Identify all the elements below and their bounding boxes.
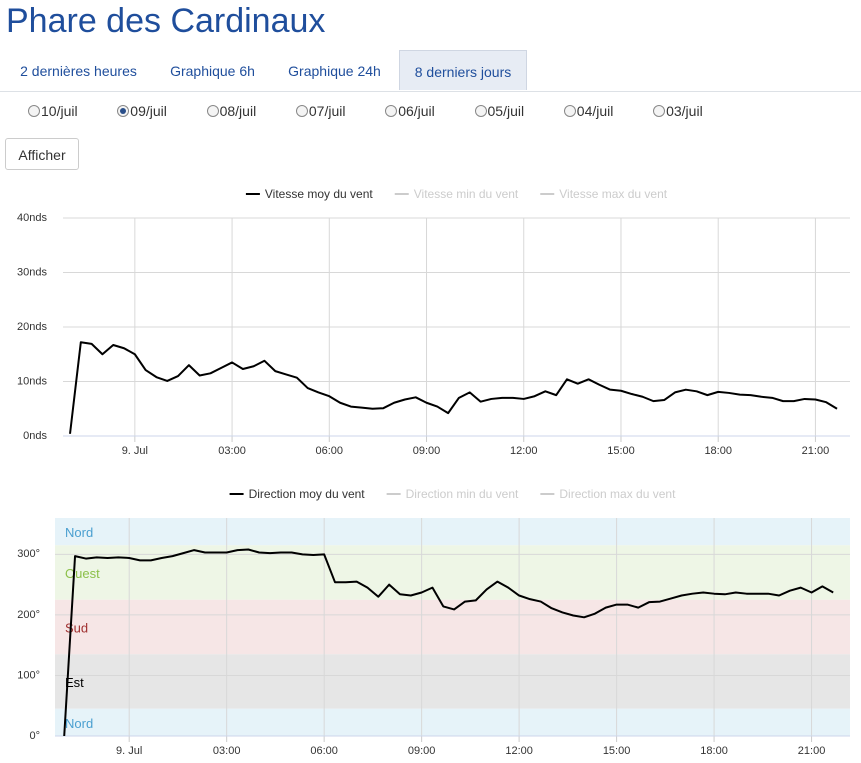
y-tick-label: 200°: [17, 609, 40, 621]
tab[interactable]: Graphique 6h: [170, 63, 255, 79]
date-option[interactable]: 06/juil: [385, 102, 435, 120]
legend-label: Direction min du vent: [406, 487, 519, 501]
tab[interactable]: 8 derniers jours: [399, 50, 527, 90]
wind-direction-chart: Nord Ouest Sud Est Nord 0° 100° 200° 300° 9. Jul 0…: [17, 487, 850, 757]
date-option[interactable]: 05/juil: [474, 102, 525, 120]
x-tick-label: 15:00: [603, 745, 631, 757]
date-label: 05/juil: [487, 103, 525, 119]
x-tick-label: 18:00: [704, 445, 732, 457]
y-tick-label: 40nds: [17, 212, 47, 224]
legend: Direction moy du vent Direction min du ve…: [229, 487, 676, 501]
x-tick-label: 9. Jul: [116, 745, 142, 757]
band-label: Nord: [65, 525, 93, 540]
x-tick-label: 03:00: [218, 445, 246, 457]
band-label: Ouest: [65, 566, 100, 581]
show-button[interactable]: Afficher: [5, 138, 79, 170]
date-label: 10/juil: [41, 103, 78, 119]
x-tick-label: 06:00: [316, 445, 344, 457]
band-label: Sud: [65, 620, 88, 635]
tab-bar: 2 dernières heures Graphique 6h Graphique …: [0, 50, 861, 92]
y-tick-label: 30nds: [17, 266, 47, 278]
date-label: 07/juil: [308, 103, 346, 119]
x-tick-label: 03:00: [213, 745, 241, 757]
date-label: 04/juil: [576, 103, 614, 119]
page-title: Phare des Cardinaux: [6, 2, 326, 40]
x-tick-label: 12:00: [505, 745, 533, 757]
x-tick-label: 21:00: [802, 445, 830, 457]
radio[interactable]: [295, 105, 308, 117]
y-tick-label: 0nds: [23, 430, 47, 442]
date-option[interactable]: 04/juil: [563, 102, 614, 120]
legend-label: Direction max du vent: [559, 487, 676, 501]
wind-speed-chart: 0nds 10nds 20nds 30nds 40nds 9. Jul 03:00 06:00…: [17, 187, 850, 457]
date-label: 03/juil: [666, 103, 703, 119]
x-tick-label: 21:00: [798, 745, 826, 757]
legend-label: Vitesse moy du vent: [265, 187, 374, 201]
date-option[interactable]: 03/juil: [653, 102, 703, 120]
legend-label: Vitesse min du vent: [414, 187, 519, 201]
x-tick-label: 06:00: [310, 745, 338, 757]
band-label: Nord: [65, 716, 93, 731]
date-label: 06/juil: [398, 103, 435, 119]
date-label: 08/juil: [219, 103, 257, 119]
plot-band: [55, 518, 850, 546]
x-tick-label: 12:00: [510, 445, 538, 457]
plot-band: [55, 654, 850, 709]
date-option[interactable]: 08/juil: [206, 102, 257, 120]
y-tick-label: 100°: [17, 669, 40, 681]
radio[interactable]: [385, 105, 398, 117]
x-tick-label: 09:00: [413, 445, 441, 457]
x-tick-label: 15:00: [607, 445, 635, 457]
legend-label: Direction moy du vent: [249, 487, 366, 501]
date-option[interactable]: 07/juil: [295, 102, 346, 120]
y-tick-label: 10nds: [17, 375, 47, 387]
date-option[interactable]: 10/juil: [28, 102, 78, 120]
radio[interactable]: [563, 105, 576, 117]
legend: Vitesse moy du vent Vitesse min du vent Vi…: [245, 187, 668, 201]
radio[interactable]: [206, 105, 219, 117]
band-label: Est: [65, 675, 84, 690]
x-tick-label: 18:00: [700, 745, 728, 757]
y-tick-label: 20nds: [17, 321, 47, 333]
radio[interactable]: [117, 105, 130, 117]
y-tick-label: 300°: [17, 548, 40, 560]
x-tick-label: 9. Jul: [122, 445, 148, 457]
data-line: [69, 341, 838, 434]
data-line: [63, 548, 834, 737]
x-tick-label: 09:00: [408, 745, 436, 757]
plot-band: [55, 545, 850, 600]
radio[interactable]: [28, 105, 40, 117]
y-tick-label: 0°: [29, 730, 40, 742]
tab[interactable]: 2 dernières heures: [20, 63, 137, 79]
plot-band: [55, 708, 850, 736]
legend-label: Vitesse max du vent: [559, 187, 668, 201]
radio[interactable]: [474, 105, 487, 117]
date-option[interactable]: 09/juil: [117, 102, 167, 120]
plot-band: [55, 599, 850, 655]
radio[interactable]: [653, 105, 666, 117]
tab[interactable]: Graphique 24h: [288, 63, 381, 79]
date-label: 09/juil: [130, 103, 167, 119]
